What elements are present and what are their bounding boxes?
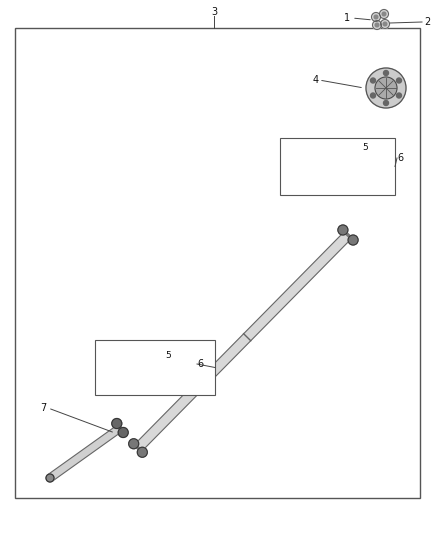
Circle shape [384,101,389,106]
Bar [95,340,215,395]
Circle shape [382,12,386,16]
Circle shape [325,171,328,174]
Circle shape [46,474,54,482]
Circle shape [337,171,340,174]
Polygon shape [48,425,122,481]
Circle shape [372,20,381,29]
Circle shape [371,78,375,83]
Circle shape [366,68,406,108]
Circle shape [145,361,148,364]
Text: 6: 6 [397,153,403,163]
Circle shape [381,20,389,28]
Circle shape [337,159,340,162]
Circle shape [374,15,378,19]
Circle shape [375,23,379,27]
Circle shape [325,159,328,162]
Circle shape [371,12,381,21]
Text: 5: 5 [362,143,368,152]
Bar [280,138,395,195]
Circle shape [375,77,397,99]
Circle shape [118,427,128,438]
Bar [15,28,420,498]
Text: 3: 3 [211,7,217,17]
Circle shape [384,70,389,76]
Circle shape [330,164,335,169]
Circle shape [149,357,153,361]
Circle shape [149,366,153,369]
Text: 1: 1 [344,13,350,23]
Circle shape [330,153,335,158]
Circle shape [371,93,375,98]
Circle shape [319,164,324,169]
Circle shape [396,93,402,98]
Circle shape [330,175,335,180]
Circle shape [348,235,358,245]
Circle shape [129,439,139,449]
Circle shape [338,225,348,235]
Circle shape [396,78,402,83]
Circle shape [155,361,157,364]
Text: 7: 7 [40,403,46,413]
Circle shape [149,374,153,378]
Polygon shape [134,231,352,451]
Text: 4: 4 [313,75,319,85]
Circle shape [145,371,148,374]
Circle shape [155,371,157,374]
Text: 2: 2 [424,17,430,27]
Circle shape [112,418,122,429]
Circle shape [158,365,162,370]
Text: 6: 6 [197,359,203,369]
Circle shape [383,22,387,26]
Circle shape [137,447,147,457]
Circle shape [140,365,144,370]
Text: 5: 5 [165,351,171,359]
Circle shape [341,164,346,169]
Circle shape [379,10,389,19]
